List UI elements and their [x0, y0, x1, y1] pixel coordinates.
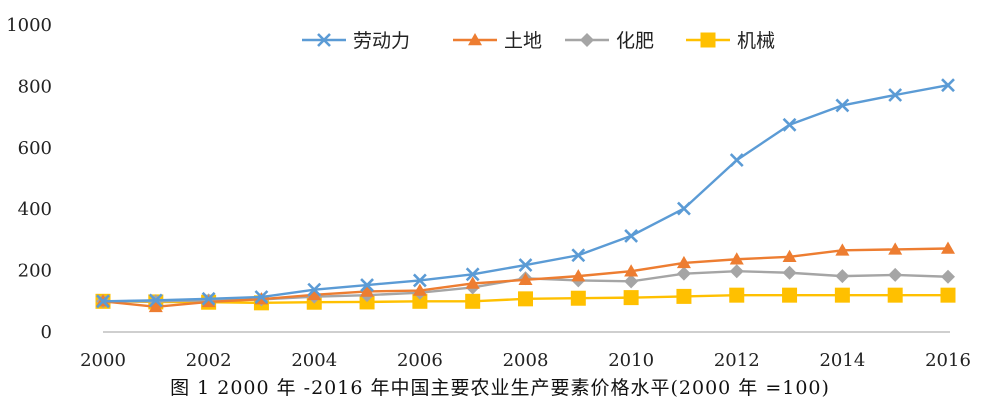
data-point-marker [941, 241, 955, 254]
figure-caption: 图 1 2000 年 -2016 年中国主要农业生产要素价格水平(2000 年 … [170, 377, 830, 399]
data-point-marker [465, 276, 480, 289]
legend-item: 劳动力 [302, 30, 410, 52]
data-point-marker [148, 299, 163, 313]
y-tick-labels: 0 200 400 600 800 1000 [6, 15, 52, 343]
data-point-marker [940, 287, 956, 303]
y-tick-label: 600 [18, 138, 52, 159]
legend-item: 化肥 [565, 30, 654, 52]
data-point-marker [571, 248, 586, 263]
data-point-marker [412, 293, 428, 309]
x-tick-label: 2012 [714, 350, 760, 370]
data-point-marker [729, 252, 744, 265]
data-point-marker [518, 291, 533, 307]
x-tick-label: 2014 [819, 350, 865, 370]
data-point-marker [888, 267, 903, 282]
data-point-marker [835, 243, 850, 256]
data-point-marker [888, 242, 903, 255]
data-point-marker [201, 291, 216, 306]
data-point-marker [570, 290, 586, 306]
data-point-marker [729, 287, 745, 303]
series-x [96, 78, 955, 309]
data-point-marker [782, 265, 797, 280]
x-tick-label: 2000 [80, 350, 126, 370]
legend-marker [317, 33, 331, 47]
data-point-marker [729, 153, 744, 167]
y-tick-label: 800 [18, 76, 52, 97]
data-point-marker [624, 274, 639, 289]
data-point-marker [623, 290, 639, 306]
x-tick-label: 2016 [925, 350, 971, 370]
data-point-marker [360, 284, 375, 297]
data-point-marker [254, 290, 269, 304]
legend-marker [700, 32, 716, 48]
data-point-marker [941, 269, 955, 284]
data-point-marker [729, 264, 744, 279]
chart-area: 0 200 400 600 800 1000 2000 2002 2004 2006 2008 20… [6, 15, 971, 370]
series-line [102, 83, 949, 303]
data-point-marker [782, 117, 797, 132]
y-tick-label: 400 [18, 199, 52, 220]
data-point-marker [676, 266, 691, 281]
data-point-marker [307, 287, 322, 301]
y-tick-label: 0 [41, 322, 52, 343]
x-tick-label: 2008 [503, 350, 549, 370]
data-point-marker [148, 293, 163, 308]
legend-marker [580, 33, 594, 47]
legend-marker [468, 33, 482, 46]
legend-label: 土地 [504, 30, 542, 52]
data-point-marker [307, 282, 322, 297]
legend-item: 机械 [686, 30, 775, 52]
y-tick-label: 200 [18, 261, 52, 282]
data-point-marker [888, 88, 903, 102]
x-tick-label: 2002 [186, 350, 232, 370]
data-point-marker [518, 272, 533, 286]
data-point-marker [676, 255, 691, 269]
data-point-marker [465, 293, 481, 309]
x-tick-label: 2010 [608, 350, 654, 370]
x-tick-labels: 2000 2002 2004 2006 2008 2010 2012 2014 2016 [80, 350, 971, 370]
data-point-marker [782, 249, 797, 263]
legend-item: 土地 [453, 30, 542, 52]
data-point-marker [412, 283, 427, 296]
legend: 劳动力 土地 化肥 机械 [302, 30, 775, 52]
y-tick-label: 1000 [6, 15, 52, 36]
data-point-marker [834, 287, 850, 303]
data-point-marker [518, 258, 533, 272]
data-point-marker [571, 269, 586, 282]
data-point-marker [941, 78, 955, 93]
legend-label: 劳动力 [353, 30, 410, 52]
legend-label: 机械 [737, 30, 775, 52]
data-point-marker [835, 98, 850, 113]
data-point-marker [782, 287, 798, 303]
series-lines [95, 78, 956, 313]
data-point-marker [676, 288, 692, 304]
x-tick-label: 2004 [291, 350, 337, 370]
data-point-marker [360, 278, 374, 292]
data-point-marker [677, 201, 691, 216]
data-point-marker [887, 287, 903, 303]
data-point-marker [835, 269, 850, 284]
data-point-marker [624, 264, 639, 277]
legend-label: 化肥 [616, 30, 654, 52]
x-tick-label: 2006 [397, 350, 443, 370]
data-point-marker [96, 294, 110, 309]
data-point-marker [412, 273, 427, 288]
data-point-marker [465, 267, 480, 282]
data-point-marker [624, 228, 639, 243]
